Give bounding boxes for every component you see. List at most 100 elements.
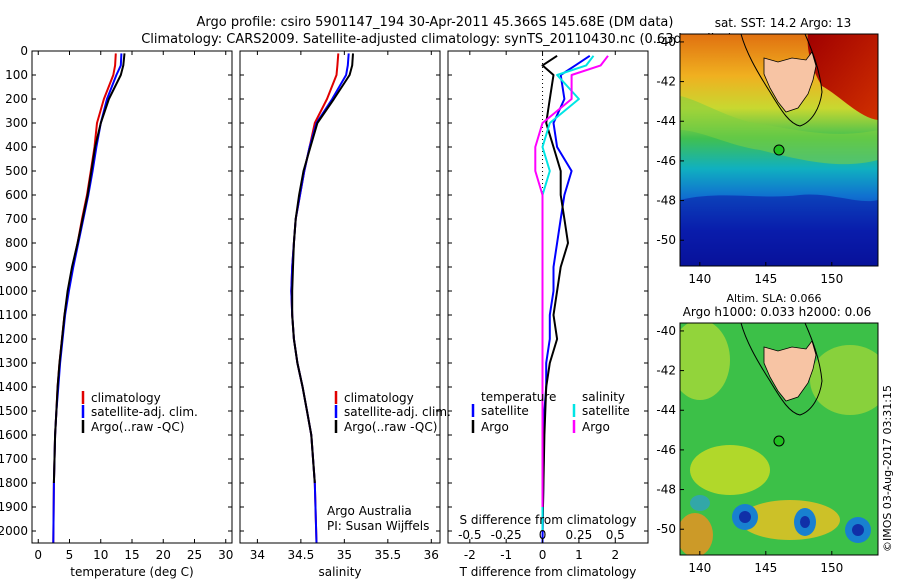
legend-label-t-argo: Argo <box>481 420 509 434</box>
sst-map-title: sat. SST: 14.2 Argo: 13 <box>715 16 852 30</box>
legend-label-climatology: climatology <box>344 391 414 405</box>
x-tick-label: 36 <box>424 548 439 562</box>
contour-line <box>740 34 823 127</box>
argo-float-marker <box>773 435 785 447</box>
x-tick-label: 15 <box>124 548 139 562</box>
sla-map-image <box>680 323 878 555</box>
s-difference-xticks: -0.5 -0.25 0 0.25 0.5 <box>458 528 625 542</box>
tasmania-land <box>763 340 817 402</box>
series-line-2 <box>52 53 126 484</box>
x-tick-label: -2 <box>464 548 476 562</box>
y-tick-label: 1600 <box>0 428 28 442</box>
y-tick-label: 1900 <box>0 500 28 514</box>
warm-water-region <box>807 34 878 120</box>
series-line-1 <box>52 53 123 544</box>
y-tick-label: 1400 <box>0 380 28 394</box>
y-tick-label: 200 <box>5 92 28 106</box>
x-tick-label: 35 <box>337 548 352 562</box>
difference-axes-frame <box>447 50 649 544</box>
front-band <box>680 96 878 165</box>
lon-tick-label: 145 <box>754 561 777 575</box>
y-tick-label: 800 <box>5 236 28 250</box>
sla-eddy-core <box>852 524 864 536</box>
legend-title-temperature: temperature <box>481 390 556 404</box>
y-tick-label: 600 <box>5 188 28 202</box>
lat-tick-label: -42 <box>656 75 676 89</box>
temperature-axes-frame <box>31 50 233 544</box>
x-tick-label: 34 <box>250 548 265 562</box>
temperature-legend: climatology satellite-adj. clim. Argo(..… <box>81 391 198 434</box>
s-difference-label: S difference from climatology <box>460 513 637 527</box>
sst-map-image <box>680 34 878 266</box>
lat-tick-label: -46 <box>656 154 676 168</box>
temperature-panel: 0 5 10 15 20 25 30 010020030040050060070080090… <box>0 44 648 579</box>
depth-yticks: 0 100 200 300 400 500 600 700 800 900 1000 1100 1200… <box>0 44 648 538</box>
temperature-xticks: 0 5 10 15 20 25 30 <box>34 51 233 562</box>
x-tick-label: 0 <box>34 548 42 562</box>
sst-map-panel: sat. SST: 14.2 Argo: 13 140 145 150 -40 -42… <box>656 16 879 286</box>
series-line-2 <box>541 55 595 531</box>
y-tick-label: 400 <box>5 140 28 154</box>
sla-anomaly <box>680 323 730 400</box>
imos-credit: ©IMOS 03-Aug-2017 03:31:15 <box>881 385 894 552</box>
y-tick-label: 100 <box>5 68 28 82</box>
x-tick-label: 30 <box>218 548 233 562</box>
s-tick-label: 0 <box>539 528 547 542</box>
temperature-series-group <box>52 53 126 544</box>
salinity-legend: climatology satellite-adj. clim. Argo(..… <box>334 391 451 434</box>
series-line-2 <box>291 53 354 484</box>
legend-label-climatology: climatology <box>91 391 161 405</box>
y-tick-label: 0 <box>20 44 28 58</box>
x-tick-label: 1 <box>575 548 583 562</box>
sla-map-lon-ticks: 140 145 150 <box>688 551 843 575</box>
series-line-1 <box>290 53 350 544</box>
y-tick-label: 1700 <box>0 452 28 466</box>
salinity-xlabel: salinity <box>318 565 361 579</box>
y-tick-label: 1000 <box>0 284 28 298</box>
sla-map-panel: Altim. SLA: 0.066 Argo h1000: 0.033 h200… <box>656 292 879 575</box>
argo-float-marker <box>773 144 785 156</box>
sst-map-lat-ticks: -40 -42 -44 -46 -48 -50 <box>656 35 684 247</box>
lat-tick-label: -40 <box>656 35 676 49</box>
cold-water-region <box>680 194 878 266</box>
legend-label-satellite: satellite-adj. clim. <box>91 405 198 419</box>
x-tick-label: 0 <box>539 548 547 562</box>
legend-label-t-satellite: satellite <box>481 404 529 418</box>
difference-series-group <box>534 54 609 544</box>
y-tick-label: 1300 <box>0 356 28 370</box>
tasmania-land <box>763 51 817 113</box>
temperature-xlabel: temperature (deg C) <box>70 565 193 579</box>
difference-legend: temperature salinity satellite Argo sate… <box>471 390 630 434</box>
x-tick-label: 34.5 <box>288 548 315 562</box>
legend-label-s-satellite: satellite <box>582 404 630 418</box>
lat-tick-label: -50 <box>656 522 676 536</box>
legend-label-argo: Argo(..raw -QC) <box>344 420 437 434</box>
s-tick-label: 0.25 <box>566 528 593 542</box>
salinity-panel: 34 34.5 35 35.5 36 salinity climatology sate… <box>239 50 451 579</box>
sst-map-frame <box>679 33 879 267</box>
y-tick-label: 1500 <box>0 404 28 418</box>
sla-anomaly <box>690 445 770 495</box>
legend-label-satellite: satellite-adj. clim. <box>344 405 451 419</box>
sla-eddy-core <box>800 516 810 528</box>
series-line-1 <box>541 54 569 532</box>
sla-map-title-line2: Argo h1000: 0.033 h2000: 0.06 <box>683 305 872 319</box>
sst-map-lon-ticks: 140 145 150 <box>688 262 843 286</box>
series-line-0 <box>541 54 591 544</box>
lon-tick-label: 140 <box>688 561 711 575</box>
sla-map-title-line1: Altim. SLA: 0.066 <box>726 292 821 305</box>
sla-eddy <box>690 495 710 511</box>
figure-title: Argo profile: csiro 5901147_194 30-Apr-2… <box>197 15 674 30</box>
legend-label-s-argo: Argo <box>582 420 610 434</box>
y-tick-label: 500 <box>5 164 28 178</box>
legend-label-argo: Argo(..raw -QC) <box>91 420 184 434</box>
sla-map-lat-ticks: -40 -42 -44 -46 -48 -50 <box>656 324 684 536</box>
salinity-series-group <box>290 53 354 544</box>
s-tick-label: 0.5 <box>606 528 625 542</box>
y-tick-label: 2000 <box>0 524 28 538</box>
x-tick-label: -1 <box>500 548 512 562</box>
lon-tick-label: 145 <box>754 272 777 286</box>
series-line-0 <box>52 53 117 544</box>
series-line-3 <box>534 55 609 507</box>
